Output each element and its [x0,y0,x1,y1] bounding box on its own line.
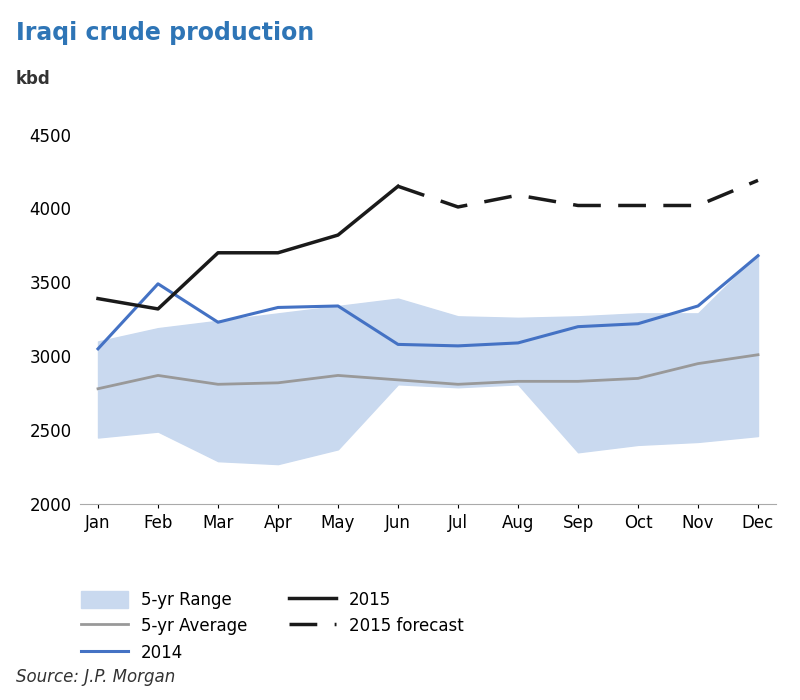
Text: Source: J.P. Morgan: Source: J.P. Morgan [16,668,175,686]
Legend: 5-yr Range, 5-yr Average, 2014, 2015, 2015 forecast: 5-yr Range, 5-yr Average, 2014, 2015, 20… [74,584,470,668]
Text: Iraqi crude production: Iraqi crude production [16,21,314,45]
Text: kbd: kbd [16,70,50,88]
